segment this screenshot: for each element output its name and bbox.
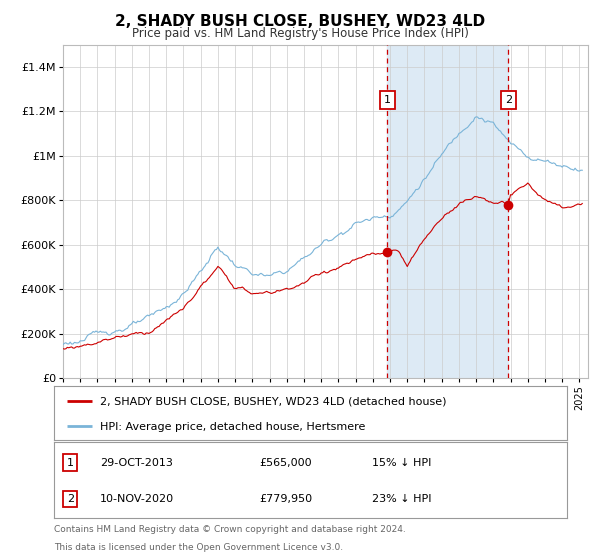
Text: £565,000: £565,000	[259, 458, 312, 468]
Text: This data is licensed under the Open Government Licence v3.0.: This data is licensed under the Open Gov…	[54, 543, 343, 552]
Text: 2: 2	[505, 95, 512, 105]
Text: 1: 1	[383, 95, 391, 105]
Text: £779,950: £779,950	[259, 494, 313, 504]
Text: 1: 1	[67, 458, 74, 468]
Text: 2: 2	[67, 494, 74, 504]
Text: HPI: Average price, detached house, Hertsmere: HPI: Average price, detached house, Hert…	[100, 422, 365, 432]
Text: 23% ↓ HPI: 23% ↓ HPI	[372, 494, 431, 504]
Bar	[387, 45, 508, 378]
Text: Contains HM Land Registry data © Crown copyright and database right 2024.: Contains HM Land Registry data © Crown c…	[54, 525, 406, 534]
Text: 2, SHADY BUSH CLOSE, BUSHEY, WD23 4LD (detached house): 2, SHADY BUSH CLOSE, BUSHEY, WD23 4LD (d…	[100, 396, 446, 407]
Text: Price paid vs. HM Land Registry's House Price Index (HPI): Price paid vs. HM Land Registry's House …	[131, 27, 469, 40]
Text: 10-NOV-2020: 10-NOV-2020	[100, 494, 174, 504]
Text: 2, SHADY BUSH CLOSE, BUSHEY, WD23 4LD: 2, SHADY BUSH CLOSE, BUSHEY, WD23 4LD	[115, 14, 485, 29]
Text: 15% ↓ HPI: 15% ↓ HPI	[372, 458, 431, 468]
Text: 29-OCT-2013: 29-OCT-2013	[100, 458, 173, 468]
